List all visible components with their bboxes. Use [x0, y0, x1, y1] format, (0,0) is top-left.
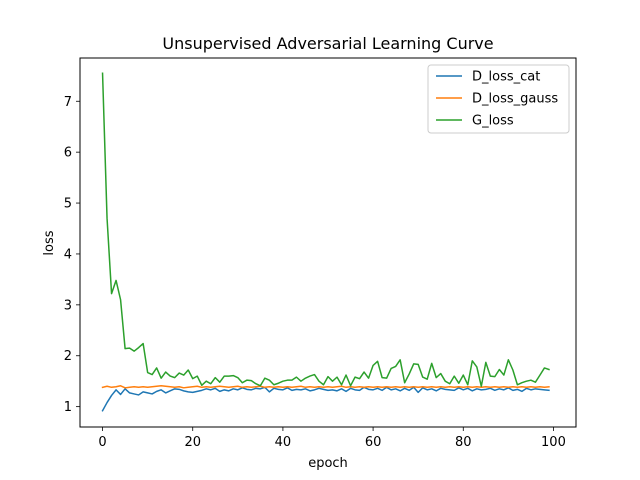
legend: D_loss_cat D_loss_gauss G_loss [427, 64, 570, 134]
legend-label: D_loss_cat [472, 70, 540, 85]
legend-label: D_loss_gauss [472, 92, 558, 107]
plot-frame [79, 57, 577, 428]
y-tick-label: 7 [64, 95, 72, 110]
y-axis: 1 2 3 4 5 6 7 [64, 95, 80, 415]
y-axis-label: loss [42, 230, 57, 255]
plot-lines [101, 72, 550, 412]
x-tick-label: 60 [365, 435, 382, 450]
x-axis-label: epoch [308, 456, 348, 471]
series-line-g-loss [101, 72, 550, 388]
x-tick-label: 100 [541, 435, 566, 450]
y-tick-label: 2 [64, 349, 72, 364]
x-axis: 0 20 40 60 80 100 [98, 427, 566, 450]
y-tick-label: 5 [64, 197, 72, 212]
x-tick-label: 80 [455, 435, 472, 450]
legend-box [427, 64, 570, 134]
y-tick-label: 6 [64, 146, 72, 161]
x-tick-label: 20 [184, 435, 201, 450]
series-line-d-loss-cat [101, 386, 550, 412]
x-tick-label: 0 [98, 435, 106, 450]
y-tick-label: 3 [64, 298, 72, 313]
chart-title: Unsupervised Adversarial Learning Curve [162, 34, 493, 53]
x-tick-label: 40 [275, 435, 292, 450]
y-tick-label: 1 [64, 400, 72, 415]
y-tick-label: 4 [64, 247, 72, 262]
legend-label: G_loss [472, 114, 514, 129]
series-line-d-loss-gauss [101, 385, 550, 389]
